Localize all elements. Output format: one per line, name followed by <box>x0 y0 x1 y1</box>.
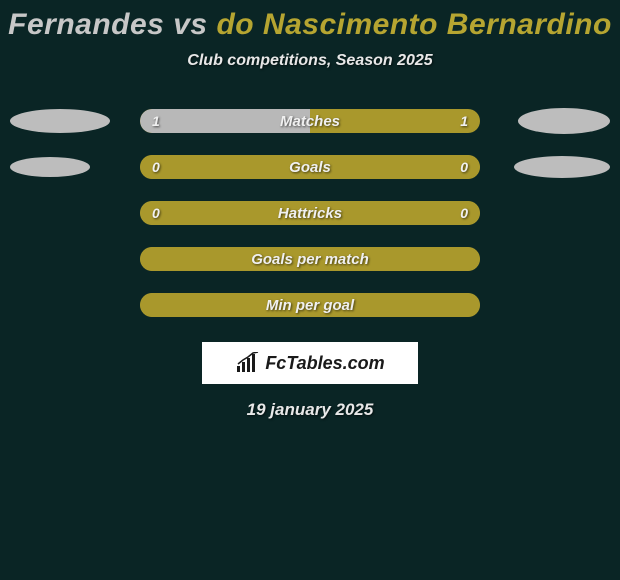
player-marker-left <box>10 109 110 133</box>
stat-bar: Hattricks0 0 <box>140 201 480 225</box>
stat-bar: Goals per match <box>140 247 480 271</box>
barchart-icon <box>235 352 261 374</box>
logo-text: FcTables.com <box>265 353 384 374</box>
stat-value-right: 1 <box>460 109 468 133</box>
stat-value-left: 0 <box>152 155 160 179</box>
title-vs: vs <box>173 8 207 41</box>
stat-row: Min per goal <box>0 282 620 328</box>
stat-value-left: 1 <box>152 109 160 133</box>
player-marker-right <box>518 108 610 134</box>
player-marker-right <box>514 156 610 178</box>
stats-rows: Matches11Goals00Hattricks00Goals per mat… <box>0 98 620 328</box>
stat-bar: Matches1 1 <box>140 109 480 133</box>
stat-label: Min per goal <box>140 293 480 317</box>
stat-label: Matches <box>140 109 480 133</box>
stat-row: Goals per match <box>0 236 620 282</box>
title-right-name: do Nascimento Bernardino <box>216 8 611 41</box>
stat-value-right: 0 <box>460 155 468 179</box>
logo-box: FcTables.com <box>202 342 418 384</box>
stat-label: Goals per match <box>140 247 480 271</box>
infographic-container: Fernandes vs do Nascimento Bernardino Cl… <box>0 0 620 420</box>
page-title: Fernandes vs do Nascimento Bernardino <box>0 8 620 42</box>
subtitle: Club competitions, Season 2025 <box>0 52 620 70</box>
stat-row: Matches1 1 <box>0 98 620 144</box>
player-marker-left <box>10 157 90 177</box>
stat-value-right: 0 <box>460 201 468 225</box>
stat-label: Hattricks <box>140 201 480 225</box>
stat-value-left: 0 <box>152 201 160 225</box>
stat-label: Goals <box>140 155 480 179</box>
stat-bar: Goals0 0 <box>140 155 480 179</box>
stat-bar: Min per goal <box>140 293 480 317</box>
stat-row: Hattricks0 0 <box>0 190 620 236</box>
title-left-name: Fernandes <box>8 8 164 41</box>
date-label: 19 january 2025 <box>0 400 620 420</box>
stat-row: Goals0 0 <box>0 144 620 190</box>
